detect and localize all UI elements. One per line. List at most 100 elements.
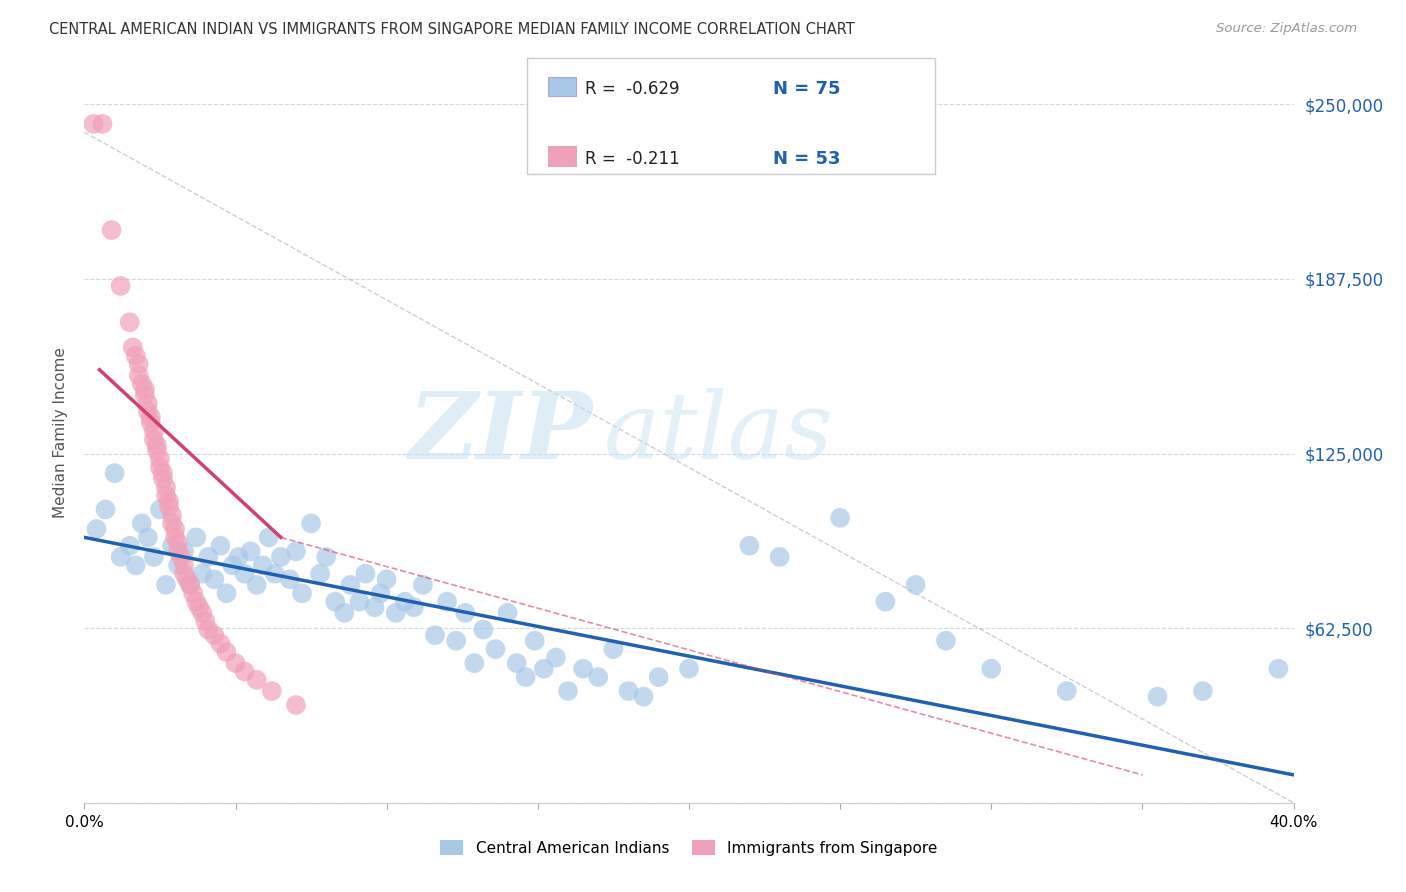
Point (179, 578, 201, 592)
Point (602, 642, 624, 657)
Point (128, 368, 150, 383)
Point (176, 572, 198, 586)
Point (191, 606, 214, 620)
Point (648, 670, 671, 684)
Point (496, 606, 519, 620)
Point (436, 594, 458, 608)
Point (454, 606, 477, 620)
Point (257, 530, 280, 544)
Point (252, 558, 274, 573)
Point (188, 600, 211, 615)
Point (769, 549, 792, 564)
Point (167, 558, 190, 573)
Text: N = 75: N = 75 (773, 80, 841, 98)
Point (121, 340, 143, 354)
Point (82, 117, 104, 131)
Point (173, 558, 195, 573)
Text: CENTRAL AMERICAN INDIAN VS IMMIGRANTS FROM SINGAPORE MEDIAN FAMILY INCOME CORREL: CENTRAL AMERICAN INDIAN VS IMMIGRANTS FR… (49, 22, 855, 37)
Point (980, 662, 1002, 676)
Point (505, 656, 527, 670)
Text: R =  -0.211: R = -0.211 (585, 150, 679, 168)
Point (323, 594, 346, 608)
Point (139, 416, 162, 430)
Point (678, 662, 700, 676)
Point (544, 650, 567, 665)
Point (125, 558, 148, 573)
Point (155, 488, 177, 502)
Point (152, 472, 174, 486)
Point (935, 633, 957, 648)
Point (197, 623, 219, 637)
Point (194, 614, 217, 628)
Point (1146, 690, 1168, 704)
Point (339, 578, 361, 592)
Point (173, 566, 195, 581)
Point (167, 544, 190, 558)
Text: ZIP: ZIP (408, 388, 592, 477)
Point (572, 662, 595, 676)
Point (146, 443, 169, 458)
Point (131, 516, 153, 531)
Point (221, 558, 243, 573)
Point (165, 522, 187, 536)
Point (215, 586, 238, 600)
Point (149, 452, 172, 467)
Point (239, 544, 262, 558)
Point (167, 536, 190, 550)
Point (233, 665, 256, 679)
Point (830, 511, 852, 525)
Point (533, 662, 555, 676)
Point (402, 600, 425, 615)
Legend: Central American Indians, Immigrants from Singapore: Central American Indians, Immigrants fro… (434, 834, 943, 862)
Y-axis label: Median Family Income: Median Family Income (53, 347, 69, 518)
Point (136, 396, 159, 410)
Point (110, 279, 132, 293)
Point (875, 594, 897, 608)
Point (136, 530, 159, 544)
Point (1056, 684, 1078, 698)
Point (375, 572, 398, 586)
Point (128, 357, 150, 371)
Text: N = 53: N = 53 (773, 150, 841, 168)
Point (152, 466, 174, 480)
Text: R =  -0.629: R = -0.629 (585, 80, 679, 98)
Point (139, 410, 162, 425)
Point (423, 628, 446, 642)
Point (142, 433, 165, 447)
Point (125, 349, 148, 363)
Point (142, 549, 165, 564)
Point (186, 530, 208, 544)
Point (904, 578, 927, 592)
Point (246, 578, 269, 592)
Point (233, 566, 256, 581)
Point (270, 549, 292, 564)
Point (291, 586, 314, 600)
Point (134, 388, 156, 402)
Point (1267, 662, 1289, 676)
Point (384, 606, 406, 620)
Point (285, 698, 308, 712)
Point (131, 376, 153, 391)
Point (160, 539, 183, 553)
Point (191, 566, 214, 581)
Point (134, 382, 156, 396)
Point (349, 594, 371, 608)
Point (278, 572, 301, 586)
Point (155, 578, 177, 592)
Point (370, 586, 392, 600)
Point (91, 117, 114, 131)
Point (170, 549, 193, 564)
Point (588, 670, 610, 684)
Text: Source: ZipAtlas.com: Source: ZipAtlas.com (1216, 22, 1357, 36)
Point (557, 684, 579, 698)
Point (157, 500, 180, 514)
Point (110, 549, 132, 564)
Point (463, 656, 485, 670)
Point (444, 633, 467, 648)
Point (179, 578, 201, 592)
Point (165, 530, 187, 544)
Point (484, 642, 506, 657)
Point (215, 645, 238, 659)
Point (118, 539, 141, 553)
Point (363, 600, 385, 615)
